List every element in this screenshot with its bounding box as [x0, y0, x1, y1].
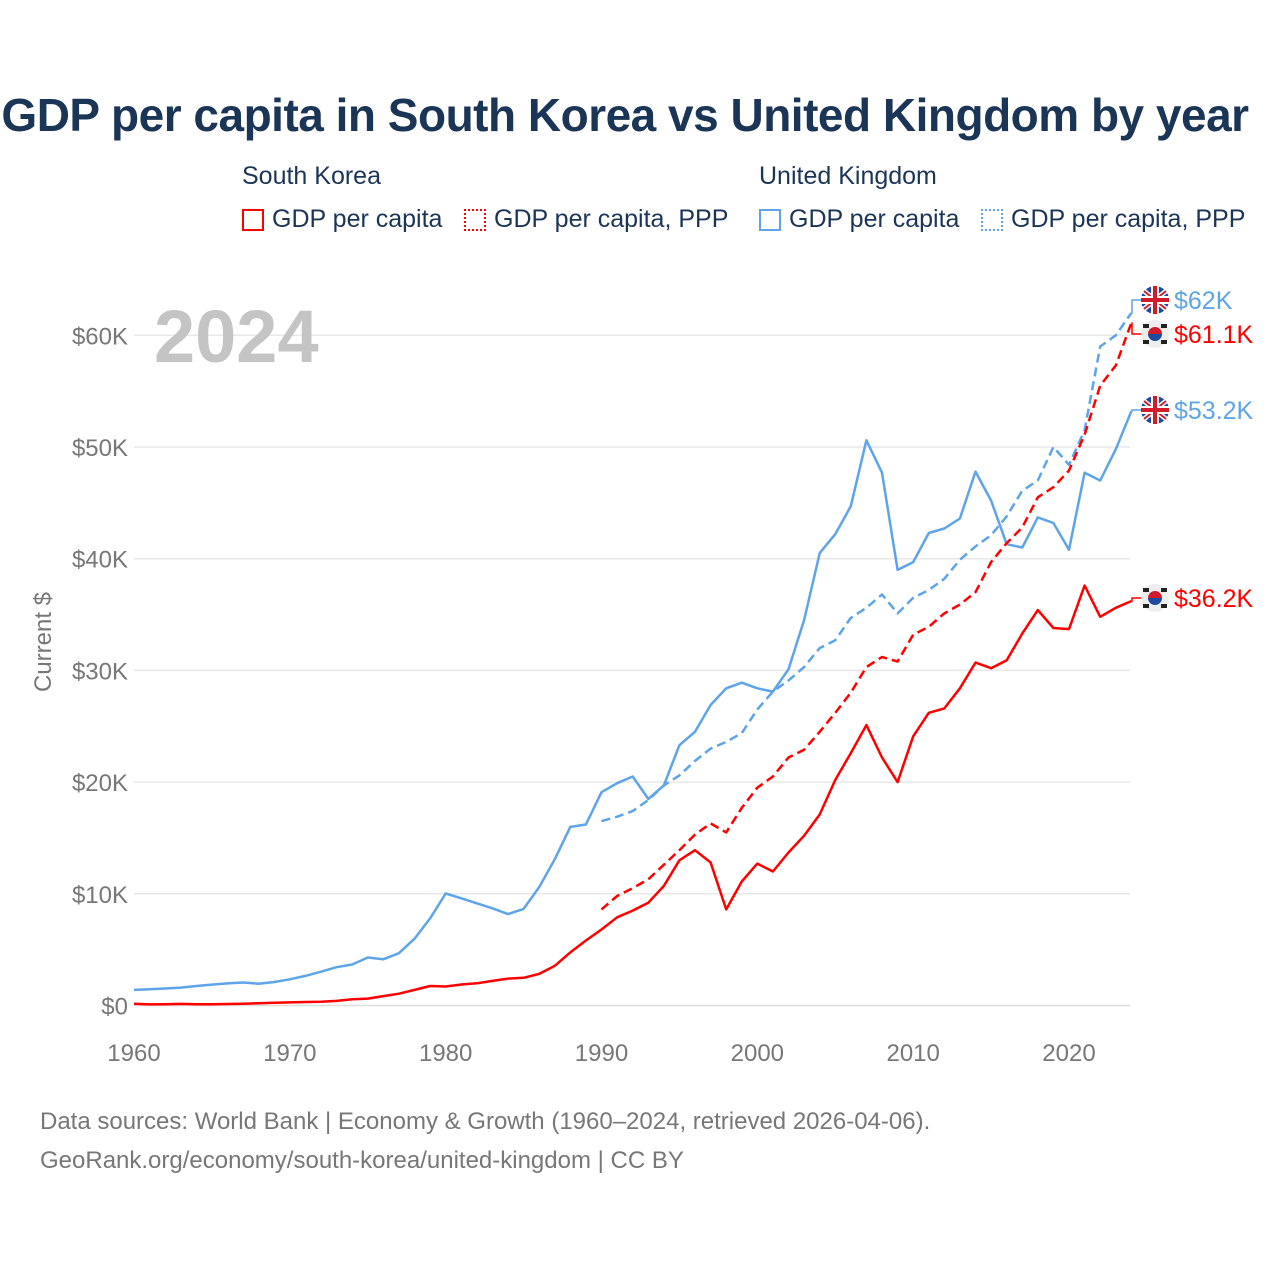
south-korea-flag-icon	[1141, 584, 1169, 612]
flag-trigram	[1161, 604, 1167, 608]
y-tick-label: $30K	[72, 658, 128, 685]
label-connector	[1131, 299, 1142, 314]
source-line-2: GeoRank.org/economy/south-korea/united-k…	[40, 1147, 684, 1174]
flag-trigram	[1143, 340, 1149, 344]
chart-title: GDP per capita in South Korea vs United …	[1, 89, 1249, 141]
x-tick-label: 1990	[575, 1040, 628, 1067]
x-tick-label: 1970	[263, 1040, 316, 1067]
south-korea-flag-icon	[1141, 320, 1169, 348]
legend-label: GDP per capita, PPP	[494, 205, 729, 233]
flag-trigram	[1143, 588, 1149, 592]
label-connector	[1131, 597, 1142, 602]
legend-label: GDP per capita	[272, 205, 443, 233]
flag-trigram	[1161, 588, 1167, 592]
x-tick-label: 1960	[107, 1040, 160, 1067]
flag-trigram	[1161, 324, 1167, 328]
series-line-uk-gdp	[133, 410, 1133, 992]
x-tick-label: 2000	[731, 1040, 784, 1067]
y-tick-label: $10K	[72, 882, 128, 909]
end-value-label: $62K	[1174, 287, 1233, 315]
uk-flag-icon	[1141, 286, 1169, 314]
series-line-kr-ppp	[600, 322, 1133, 911]
x-tick-label: 1980	[419, 1040, 472, 1067]
legend-item-uk-gdp[interactable]: GDP per capita	[759, 205, 959, 234]
legend-item-kr-gdp[interactable]: GDP per capita	[242, 205, 442, 234]
flag-taeguk-blue	[1148, 334, 1162, 341]
series-line-uk-ppp	[601, 312, 1133, 823]
legend-swatch-dotted-red	[464, 208, 486, 231]
legend-group-south-korea: South Korea	[242, 162, 381, 190]
flag-cross-red	[1141, 396, 1169, 424]
flag-trigram	[1143, 604, 1149, 608]
flag-taeguk-red	[1148, 327, 1162, 334]
y-tick-label: $60K	[72, 323, 128, 350]
y-tick-label: $40K	[72, 547, 128, 574]
flag-cross-red	[1141, 286, 1169, 314]
legend-swatch-solid-blue	[759, 208, 781, 231]
legend-swatch-dotted-blue	[981, 208, 1003, 231]
flag-trigram	[1161, 340, 1167, 344]
legend-group-united-kingdom: United Kingdom	[759, 162, 937, 190]
source-line-1: Data sources: World Bank | Economy & Gro…	[40, 1108, 931, 1135]
legend-swatch-solid-red	[242, 208, 264, 231]
legend-label: GDP per capita, PPP	[1011, 205, 1246, 233]
flag-trigram	[1143, 324, 1149, 328]
y-tick-label: $0	[101, 994, 128, 1021]
end-value-label: $36.2K	[1174, 585, 1254, 613]
label-connector	[1131, 409, 1142, 413]
legend-item-kr-ppp[interactable]: GDP per capita, PPP	[464, 205, 728, 234]
x-tick-label: 2020	[1042, 1040, 1095, 1067]
uk-flag-icon	[1141, 396, 1169, 424]
y-axis-label: Current $	[30, 592, 57, 692]
legend-item-uk-ppp[interactable]: GDP per capita, PPP	[981, 205, 1245, 234]
end-value-label: $53.2K	[1174, 397, 1254, 425]
legend-label: GDP per capita	[789, 205, 960, 233]
x-tick-label: 2010	[886, 1040, 939, 1067]
series-line-kr-gdp	[133, 584, 1132, 1006]
year-watermark: 2024	[154, 295, 319, 378]
end-value-label: $61.1K	[1174, 321, 1254, 349]
y-tick-label: $20K	[72, 770, 128, 797]
flag-taeguk-blue	[1148, 598, 1162, 605]
label-connector	[1131, 322, 1142, 335]
flag-taeguk-red	[1148, 591, 1162, 598]
y-tick-label: $50K	[72, 435, 128, 462]
